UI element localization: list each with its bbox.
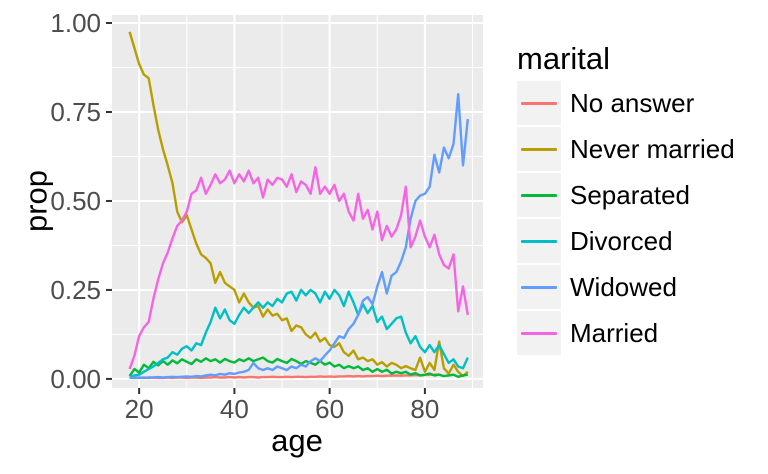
x-tick-label: 40 <box>220 394 249 424</box>
legend-key <box>517 219 561 263</box>
legend-label: Never married <box>570 133 735 164</box>
series-line-separated <box>128 356 468 378</box>
series-lines <box>128 31 469 380</box>
y-tick-label: 0.50 <box>50 186 101 216</box>
series-line-divorced <box>129 288 469 378</box>
legend-label: Married <box>570 317 659 348</box>
legend-label: Divorced <box>570 225 673 256</box>
axis-tick-labels: 0.00 0.25 0.50 0.75 1.00 20 40 60 80 <box>50 8 439 424</box>
y-axis-title: prop <box>19 170 54 232</box>
legend-key-line-icon <box>521 331 557 335</box>
legend-item-separated: Separated <box>517 173 735 217</box>
legend-key-line-icon <box>521 285 557 289</box>
legend-item-never-married: Never married <box>517 127 735 171</box>
legend-key <box>517 173 561 217</box>
series-line-widowed <box>129 92 469 380</box>
legend-item-no-answer: No answer <box>517 81 735 125</box>
y-tick-label: 1.00 <box>50 8 101 38</box>
x-axis-title: age <box>271 423 323 458</box>
legend-item-divorced: Divorced <box>517 219 735 263</box>
legend-key <box>517 311 561 355</box>
legend-key-line-icon <box>521 239 557 243</box>
legend-item-widowed: Widowed <box>517 265 735 309</box>
legend-key-line-icon <box>521 101 557 105</box>
y-tick-label: 0.00 <box>50 364 101 394</box>
legend: marital No answer Never married Separated D… <box>517 41 735 357</box>
legend-key-line-icon <box>521 193 557 197</box>
legend-key <box>517 265 561 309</box>
legend-key <box>517 127 561 171</box>
legend-items: No answer Never married Separated Divorced W… <box>517 81 735 355</box>
legend-label: Widowed <box>570 271 677 302</box>
x-tick-label: 60 <box>315 394 344 424</box>
x-tick-label: 80 <box>410 394 439 424</box>
series-line-married <box>128 165 469 370</box>
legend-item-married: Married <box>517 311 735 355</box>
y-tick-label: 0.75 <box>50 97 101 127</box>
series-line-never-married <box>128 31 469 378</box>
legend-label: Separated <box>570 179 690 210</box>
legend-label: No answer <box>570 87 695 118</box>
y-tick-label: 0.25 <box>50 275 101 305</box>
legend-key <box>517 81 561 125</box>
axis-tick-marks <box>106 22 426 394</box>
x-tick-label: 20 <box>125 394 154 424</box>
legend-title: marital <box>517 41 611 76</box>
legend-key-line-icon <box>521 147 557 151</box>
